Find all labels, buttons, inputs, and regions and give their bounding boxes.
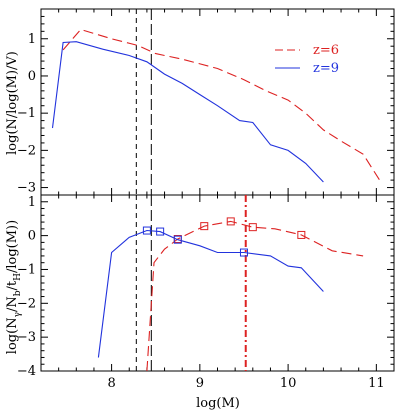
y-tick-label: −3 — [17, 181, 36, 196]
data-marker-z6 — [200, 222, 209, 231]
data-marker-z6 — [248, 223, 257, 232]
series-line-z6 — [146, 220, 364, 372]
legend-label-z6: z=6 — [313, 43, 339, 58]
y-tick-label: 1 — [28, 32, 36, 47]
y-tick-label: −1 — [17, 262, 36, 277]
top-panel: −3 −2 −1 0 1 — [17, 8, 395, 196]
data-marker-z9 — [156, 227, 165, 236]
y-tick-label: −2 — [17, 143, 36, 158]
top-ylabel: log(N/log(M)/V) — [5, 51, 20, 155]
series-line-z9 — [51, 41, 324, 183]
y-tick-label: −1 — [17, 106, 36, 121]
y-tick-label: −2 — [17, 296, 36, 311]
top-panel-frame — [40, 8, 395, 196]
y-tick-label: 0 — [28, 229, 36, 244]
y-tick-label: −3 — [17, 330, 36, 345]
series-line-z6 — [62, 28, 382, 183]
series-line-z9 — [97, 229, 324, 358]
data-marker-z9 — [173, 235, 182, 244]
bottom-xlabel: log(M) — [196, 396, 240, 411]
x-tick-label: 10 — [280, 376, 297, 391]
x-tick-label: 11 — [368, 376, 385, 391]
y-tick-label: 0 — [28, 69, 36, 84]
x-tick-label: 9 — [196, 376, 204, 391]
data-marker-z6 — [226, 217, 235, 226]
bottom-ylabel: log(Nγ/Nb/tH/log(M)) — [5, 220, 23, 354]
bottom-panel: −4 −3 −2 −1 0 1 8 9 10 11 — [17, 194, 395, 391]
bottom-panel-frame — [40, 194, 395, 372]
legend-label-z9: z=9 — [313, 61, 339, 76]
x-tick-label: 8 — [107, 376, 115, 391]
legend: z=6 z=9 — [275, 43, 339, 76]
y-tick-label: 1 — [28, 195, 36, 210]
data-marker-z9 — [239, 248, 248, 257]
data-marker-z9 — [142, 226, 151, 235]
y-tick-label: −4 — [17, 364, 36, 379]
data-marker-z6 — [297, 230, 306, 239]
